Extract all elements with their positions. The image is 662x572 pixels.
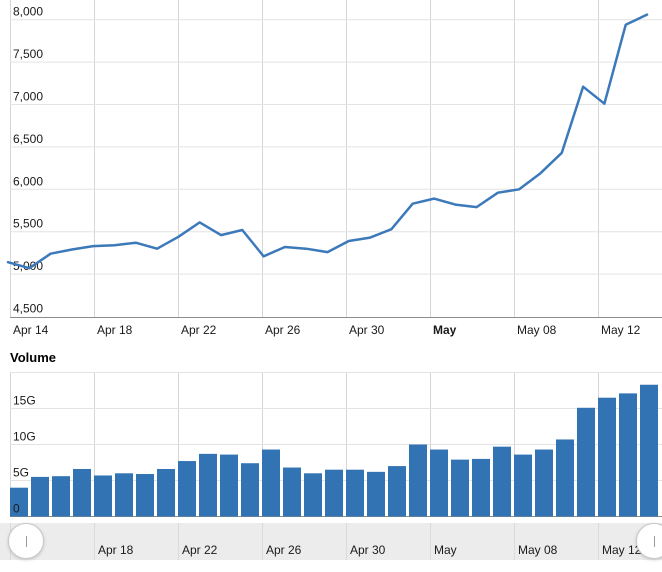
price-xtick-label: Apr 30 xyxy=(349,323,385,337)
volume-bar[interactable] xyxy=(52,476,70,517)
handle-grip-icon xyxy=(653,535,655,547)
volume-bar[interactable] xyxy=(514,454,532,517)
price-ytick-label: 7,500 xyxy=(13,47,43,61)
price-xtick-label: Apr 26 xyxy=(265,323,301,337)
volume-bar[interactable] xyxy=(10,487,28,517)
navigator-separator xyxy=(178,523,179,560)
price-ytick-label: 6,500 xyxy=(13,132,43,146)
price-line-chart[interactable]: 4,5005,0005,5006,0006,5007,0007,5008,000… xyxy=(0,0,662,340)
navigator-separator xyxy=(514,523,515,560)
navigator-separator xyxy=(598,523,599,560)
price-ytick-label: 7,000 xyxy=(13,90,43,104)
volume-bar[interactable] xyxy=(451,459,469,517)
handle-grip-icon xyxy=(25,535,27,547)
navigator-date-label: May xyxy=(434,543,457,557)
volume-bar[interactable] xyxy=(472,458,490,517)
volume-bar[interactable] xyxy=(367,471,385,517)
volume-ytick-label: 5G xyxy=(13,466,29,480)
price-xtick-label: May 08 xyxy=(517,323,557,337)
navigator-date-label: Apr 30 xyxy=(350,543,386,557)
volume-bar[interactable] xyxy=(640,384,658,517)
volume-bar[interactable] xyxy=(31,476,49,517)
navigator-date-label: Apr 22 xyxy=(182,543,218,557)
volume-ytick-label: 0 xyxy=(13,502,20,516)
price-ytick-label: 5,500 xyxy=(13,217,43,231)
volume-bar[interactable] xyxy=(325,469,343,517)
volume-bar[interactable] xyxy=(430,449,448,517)
navigator-date-label: May 08 xyxy=(518,543,558,557)
volume-ytick-label: 15G xyxy=(13,394,36,408)
navigator-right-handle[interactable] xyxy=(636,523,662,559)
volume-bar[interactable] xyxy=(220,454,238,517)
volume-bar[interactable] xyxy=(409,444,427,517)
volume-bar[interactable] xyxy=(262,449,280,517)
price-xtick-label: Apr 22 xyxy=(181,323,217,337)
volume-bar[interactable] xyxy=(598,397,616,517)
volume-bar[interactable] xyxy=(535,449,553,517)
volume-bar[interactable] xyxy=(73,468,91,517)
volume-bar-chart[interactable]: 0 5G 10G 15G xyxy=(0,368,662,518)
volume-bar[interactable] xyxy=(388,466,406,517)
volume-bar[interactable] xyxy=(94,475,112,517)
volume-bar[interactable] xyxy=(157,468,175,517)
price-xtick-label: Apr 14 xyxy=(13,323,49,337)
navigator-separator xyxy=(262,523,263,560)
volume-bar[interactable] xyxy=(493,446,511,517)
volume-bar[interactable] xyxy=(241,463,259,517)
volume-bar[interactable] xyxy=(304,473,322,517)
navigator-separator xyxy=(430,523,431,560)
navigator-track[interactable]: Apr 18 Apr 22 Apr 26 Apr 30 May May 08 May 12 xyxy=(0,523,662,560)
volume-bar[interactable] xyxy=(556,439,574,517)
navigator-left-handle[interactable] xyxy=(8,523,44,559)
volume-title: Volume xyxy=(10,350,56,365)
navigator-separator xyxy=(346,523,347,560)
volume-bar[interactable] xyxy=(283,467,301,517)
price-xtick-label: May 12 xyxy=(601,323,641,337)
price-ytick-label: 6,000 xyxy=(13,174,43,188)
volume-bar[interactable] xyxy=(577,407,595,517)
navigator-date-label: Apr 26 xyxy=(266,543,302,557)
navigator-date-label: Apr 18 xyxy=(98,543,134,557)
price-ytick-label: 8,000 xyxy=(13,5,43,19)
price-xtick-label: Apr 18 xyxy=(97,323,133,337)
volume-bar[interactable] xyxy=(619,393,637,517)
navigator-separator xyxy=(94,523,95,560)
volume-bar[interactable] xyxy=(178,461,196,517)
price-ytick-label: 4,500 xyxy=(13,302,43,316)
volume-ytick-label: 10G xyxy=(13,430,36,444)
volume-bar[interactable] xyxy=(115,473,133,517)
price-series-line[interactable] xyxy=(6,13,649,270)
navigator-date-label: May 12 xyxy=(602,543,642,557)
volume-bar[interactable] xyxy=(346,469,364,517)
volume-bar[interactable] xyxy=(136,474,154,517)
volume-bar[interactable] xyxy=(199,453,217,517)
price-xtick-label: May xyxy=(433,323,457,337)
